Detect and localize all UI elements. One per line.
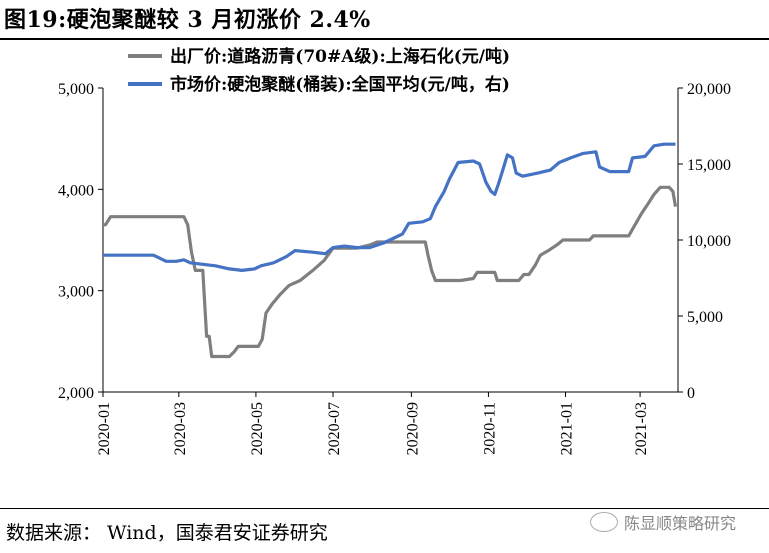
watermark: 陈显顺策略研究 — [590, 510, 736, 534]
chart-title: 图19:硬泡聚醚较 3 月初涨价 2.4% — [4, 7, 371, 33]
series-layer — [103, 142, 678, 359]
x-tick-label: 2020-07 — [326, 402, 343, 455]
x-tick-label: 2021-01 — [559, 402, 576, 455]
legend-label: 出厂价:道路沥青(70#A级):上海石化(元/吨) — [170, 46, 510, 67]
axes-layer: 2,000 3,000 4,000 5,000 0 5,000 10,000 15,000 20… — [58, 81, 731, 455]
legend: 出厂价:道路沥青(70#A级):上海石化(元/吨) 市场价:硬泡聚醚(桶装):全国… — [128, 46, 510, 95]
x-tick-label: 2021-03 — [633, 402, 650, 455]
footer-divider — [0, 508, 769, 509]
watermark-text: 陈显顺策略研究 — [624, 514, 737, 533]
right-tick-label: 0 — [687, 385, 695, 402]
series-line-asphalt — [103, 185, 678, 359]
right-tick-label: 20,000 — [687, 81, 731, 98]
legend-label: 市场价:硬泡聚醚(桶装):全国平均(元/吨，右) — [170, 74, 510, 95]
right-tick-label: 5,000 — [687, 309, 723, 326]
left-tick-label: 5,000 — [58, 81, 94, 98]
x-tick-label: 2020-11 — [481, 402, 498, 455]
left-tick-label: 2,000 — [58, 385, 94, 402]
left-tick-label: 4,000 — [58, 182, 94, 199]
left-tick-label: 3,000 — [58, 284, 94, 301]
x-tick-label: 2020-09 — [404, 402, 421, 455]
right-tick-label: 10,000 — [687, 233, 731, 250]
source-note: 数据来源： Wind，国泰君安证券研究 — [6, 522, 328, 544]
chart-canvas: 2,000 3,000 4,000 5,000 0 5,000 10,000 15,000 20… — [58, 46, 731, 455]
x-tick-label: 2020-01 — [96, 402, 113, 455]
wechat-icon — [590, 512, 618, 532]
right-tick-label: 15,000 — [687, 157, 731, 174]
x-tick-label: 2020-03 — [172, 402, 189, 455]
title-divider — [0, 38, 769, 40]
series-line-polyether — [103, 142, 676, 272]
x-tick-label: 2020-05 — [249, 402, 266, 455]
